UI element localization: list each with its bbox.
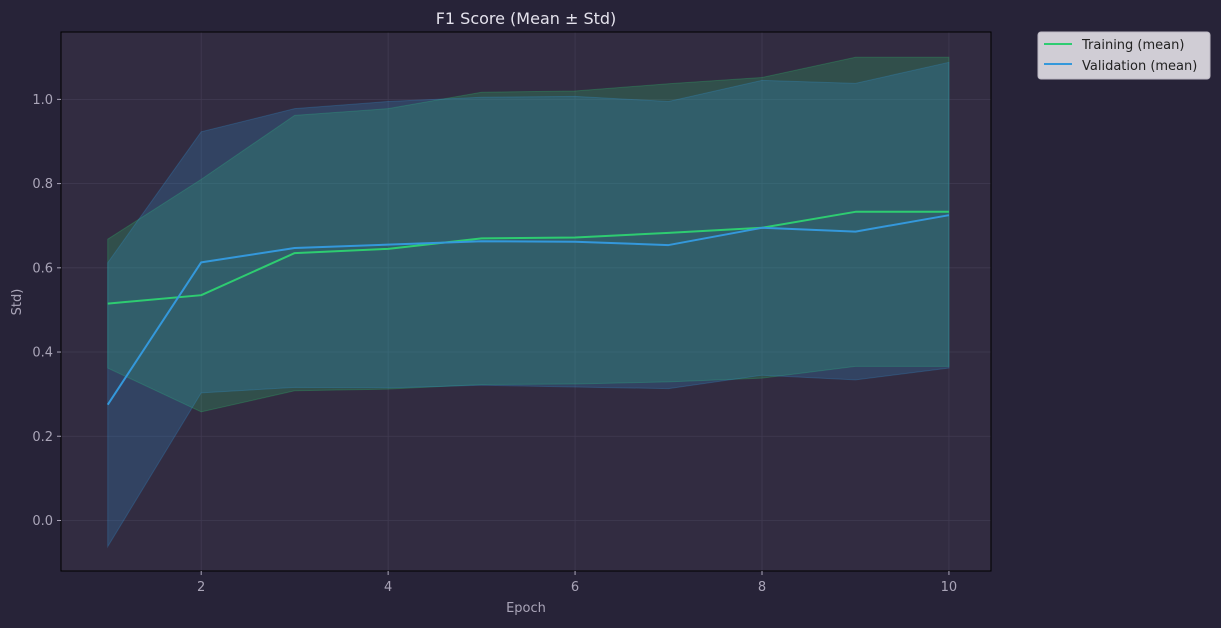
y-tick-label: 0.6: [32, 261, 53, 276]
validation-std-band: [107, 61, 950, 549]
mean-lines: [106, 210, 950, 406]
y-axis-label: Std): [10, 289, 25, 316]
chart-title: F1 Score (Mean ± Std): [436, 9, 617, 28]
legend: Training (mean) Validation (mean): [1037, 31, 1211, 80]
grid: [61, 32, 991, 571]
y-tick-label: 1.0: [32, 93, 53, 108]
plot-area: [61, 32, 991, 571]
x-tick-label: 8: [758, 580, 766, 595]
y-tick-label: 0.4: [32, 346, 53, 361]
y-tick-label: 0.2: [32, 430, 53, 445]
training-mean-line: [107, 210, 949, 305]
validation-mean-line: [106, 214, 950, 406]
legend-label-training: Training (mean): [1081, 38, 1184, 53]
axis-ticks: 2 4 6 8 10 0.0 0.2 0.4 0.6 0.8 1.0: [32, 93, 957, 595]
training-std-band: [107, 56, 950, 413]
x-tick-label: 10: [941, 580, 958, 595]
x-tick-label: 4: [384, 580, 392, 595]
y-tick-label: 0.0: [32, 514, 53, 529]
legend-box: [1037, 31, 1211, 80]
x-tick-label: 6: [571, 580, 579, 595]
std-bands: [107, 56, 950, 549]
x-axis-label: Epoch: [506, 601, 546, 616]
y-tick-label: 0.8: [32, 177, 53, 192]
x-tick-label: 2: [197, 580, 205, 595]
plot-frame: [60, 31, 992, 572]
legend-label-validation: Validation (mean): [1082, 59, 1197, 74]
